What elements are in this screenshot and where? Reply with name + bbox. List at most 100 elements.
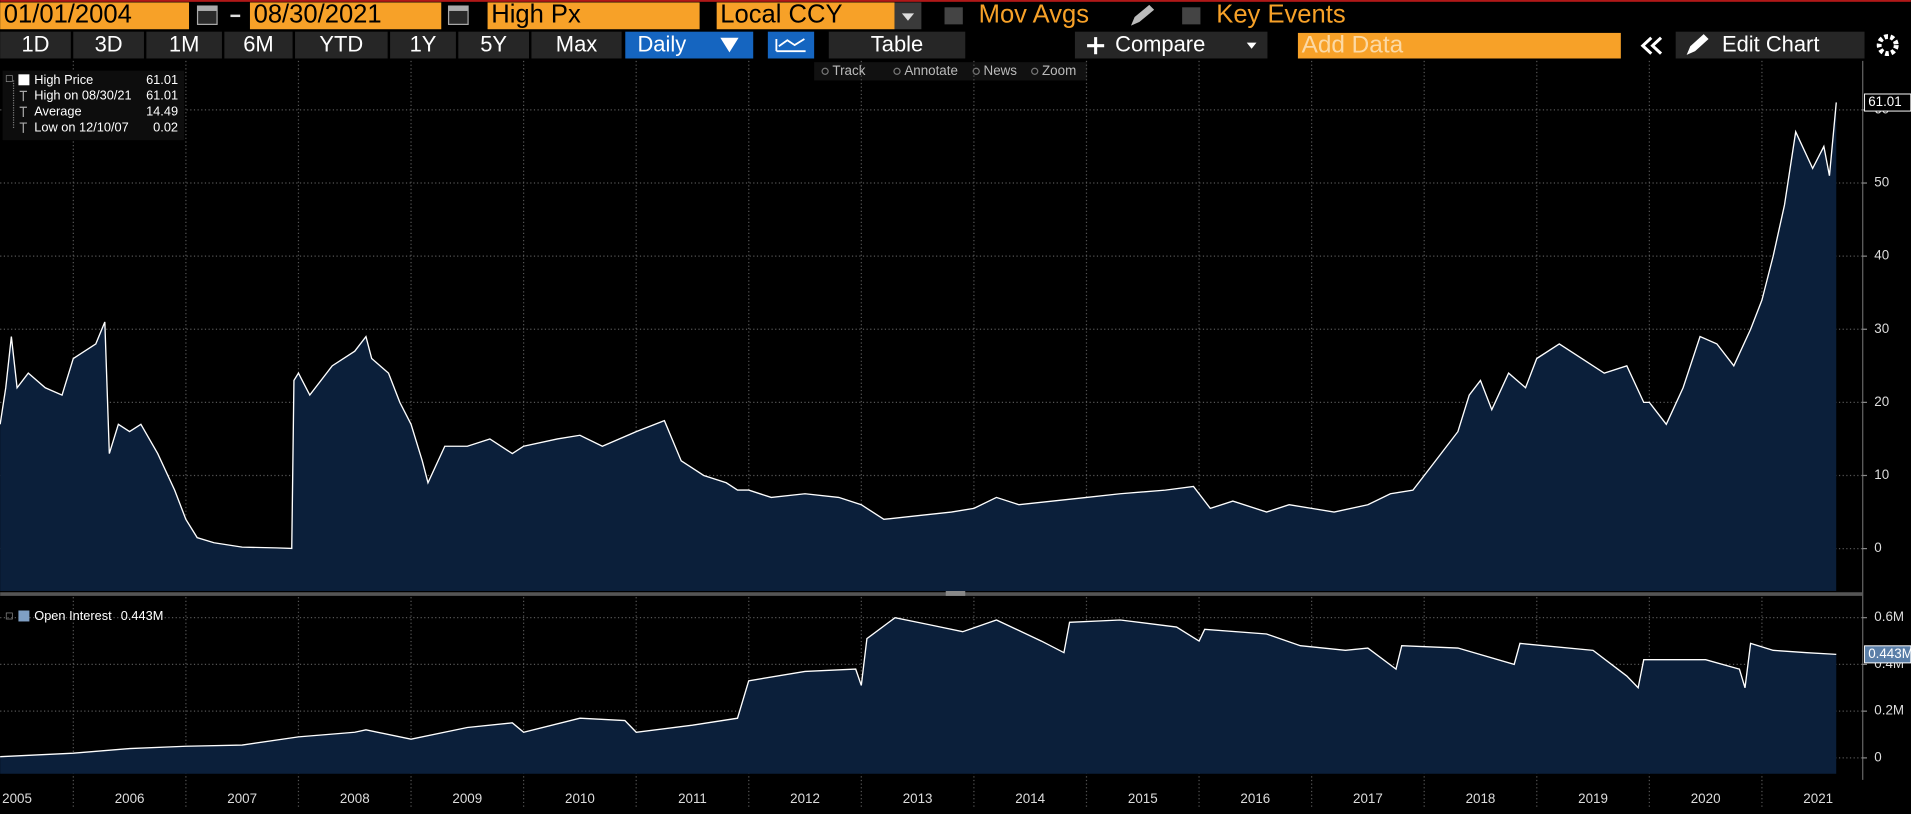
y-tick-label: 0.2M <box>1874 703 1904 718</box>
period: 1D <box>21 31 49 56</box>
line <box>0 102 1837 550</box>
field-select-box[interactable] <box>487 2 700 30</box>
y-tick-label: 10 <box>1874 467 1889 482</box>
line <box>0 616 1837 758</box>
top-border <box>0 0 1911 2</box>
legend-label: Low on 12/10/07 <box>34 119 129 134</box>
end-date: 08/30/2021 <box>254 1 382 29</box>
period: Max <box>556 31 597 56</box>
tool[interactable]: News <box>984 63 1018 78</box>
x-tick-label: 2014 <box>1015 791 1045 806</box>
y-tick-label: 0.6M <box>1874 609 1904 624</box>
area-fill <box>0 102 1837 592</box>
edit-chart: Edit Chart <box>1722 31 1819 56</box>
legend-label: Average <box>34 103 81 118</box>
add-data-box[interactable] <box>1297 32 1621 59</box>
y-tick-label: 50 <box>1874 175 1889 190</box>
field-select: High Px <box>491 1 581 29</box>
period: YTD <box>319 31 363 56</box>
x-tick-label: 2010 <box>565 791 595 806</box>
chart-type-button[interactable] <box>767 31 815 59</box>
tool[interactable]: Track <box>832 63 865 78</box>
collapse-icon[interactable] <box>1640 36 1663 55</box>
x-tick-label: 2008 <box>340 791 370 806</box>
legend-icon <box>19 122 27 133</box>
legend-value: 0.443M <box>121 608 164 623</box>
x-tick-label: 2015 <box>1128 791 1158 806</box>
period: 5Y <box>480 31 507 56</box>
key-events-label: Key Events <box>1216 1 1345 29</box>
period: 1M <box>169 31 199 56</box>
key-events-checkbox[interactable] <box>1182 7 1201 25</box>
compare-arrow <box>1246 42 1257 49</box>
legend-icon <box>19 90 27 102</box>
settings-gear[interactable] <box>1876 34 1899 57</box>
pencil-icon <box>1130 4 1155 26</box>
x-tick-label: 2012 <box>790 791 820 806</box>
mov-avgs-label: Mov Avgs <box>979 1 1089 29</box>
tool-icon <box>821 67 829 75</box>
price-legend <box>2 70 185 141</box>
last-value-label: 61.01 <box>1868 94 1902 109</box>
period-button[interactable] <box>390 31 456 59</box>
period-button[interactable] <box>295 31 388 59</box>
x-tick-label: 2019 <box>1578 791 1608 806</box>
legend-toggle[interactable] <box>5 75 13 83</box>
x-tick-label: 2021 <box>1803 791 1833 806</box>
legend-label: High Price <box>34 72 93 87</box>
y-tick-label: 0 <box>1874 540 1881 555</box>
period-button[interactable] <box>458 31 530 59</box>
currency-select-box[interactable] <box>716 2 895 30</box>
x-tick-label: 2013 <box>903 791 933 806</box>
compare-plus <box>1087 37 1105 55</box>
x-tick-label: 2016 <box>1240 791 1270 806</box>
legend-toggle[interactable] <box>5 612 13 620</box>
y-tick-label: 40 <box>1874 248 1889 263</box>
add-data: Add Data <box>1302 32 1404 59</box>
edit-pencil <box>1686 34 1709 55</box>
x-tick-label: 2018 <box>1466 791 1496 806</box>
frequency-arrow <box>720 37 739 53</box>
table-button[interactable] <box>828 31 966 59</box>
legend-value: 61.01 <box>146 88 178 103</box>
period: 6M <box>243 31 273 56</box>
x-tick-label: 2009 <box>452 791 482 806</box>
legend-value: 0.02 <box>153 119 178 134</box>
period: 3D <box>95 31 123 56</box>
compare-button[interactable] <box>1074 31 1268 59</box>
end-date-box[interactable] <box>249 2 442 30</box>
legend-value: 61.01 <box>146 72 178 87</box>
x-tick-label: 2020 <box>1691 791 1721 806</box>
period-button[interactable] <box>146 31 222 59</box>
tool[interactable]: Zoom <box>1042 63 1076 78</box>
period-button[interactable] <box>224 31 293 59</box>
period-button[interactable] <box>531 31 622 59</box>
period: 1Y <box>410 31 437 56</box>
legend-label: Open Interest <box>34 608 112 623</box>
frequency: Daily <box>637 31 686 56</box>
panel-handle[interactable] <box>945 591 966 596</box>
mov-avgs-checkbox[interactable] <box>944 7 963 25</box>
period-button[interactable] <box>73 31 144 59</box>
tool[interactable]: Annotate <box>904 63 958 78</box>
last-value-label: 0.443M <box>1868 646 1911 661</box>
x-tick-label: 2005 <box>2 791 32 806</box>
calendar-icon-top <box>197 6 218 11</box>
legend-swatch <box>18 74 30 86</box>
currency-select: Local CCY <box>720 1 842 29</box>
tool-icon <box>1031 67 1039 75</box>
start-date-box[interactable] <box>0 2 190 30</box>
start-date: 01/01/2004 <box>4 1 132 29</box>
edit-chart-button[interactable] <box>1675 31 1865 59</box>
area-fill <box>0 617 1837 774</box>
legend-icon <box>19 106 27 117</box>
x-tick-label: 2017 <box>1353 791 1383 806</box>
y-tick-label: 20 <box>1874 394 1889 409</box>
tool-icon <box>972 67 980 75</box>
table: Table <box>871 31 923 56</box>
x-tick-label: 2007 <box>227 791 257 806</box>
period-button[interactable] <box>0 31 71 59</box>
legend-swatch <box>18 610 30 622</box>
